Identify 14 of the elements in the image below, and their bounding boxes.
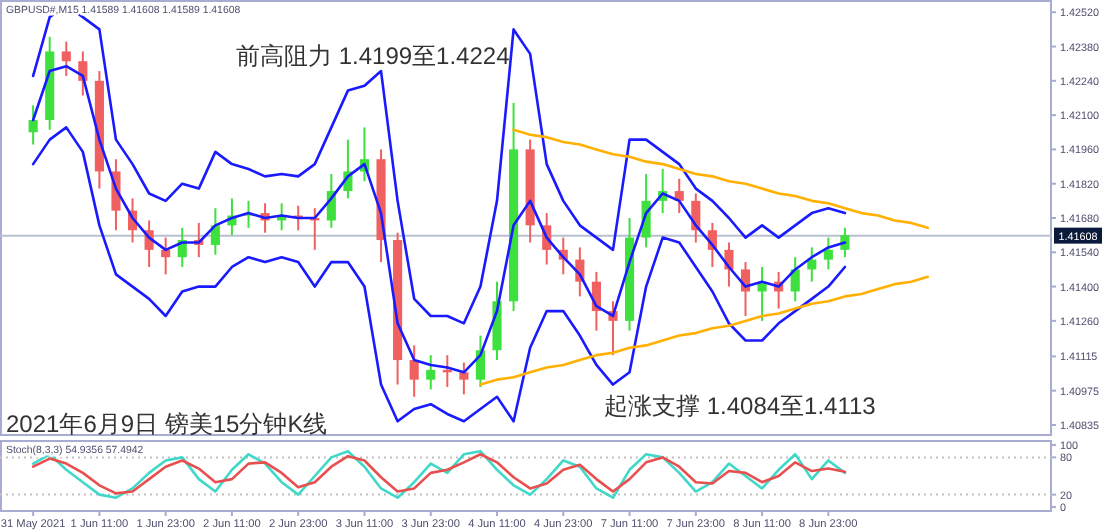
candlestick [409,344,419,398]
candlestick [161,236,171,276]
line-series [479,275,930,386]
candlestick [210,207,220,256]
line-series [512,128,930,230]
candlestick [459,361,469,396]
candlestick [28,104,38,146]
annotation: 2021年6月9日 镑美15分钟K线 [6,410,328,438]
candlestick [61,40,71,77]
annotation: 起涨支撑 1.4084至1.4113 [604,392,877,420]
candlestick [426,354,436,391]
candlestick [823,236,833,271]
candlestick [790,256,800,303]
annotation: 前高阻力 1.4199至1.4224 [236,42,511,70]
